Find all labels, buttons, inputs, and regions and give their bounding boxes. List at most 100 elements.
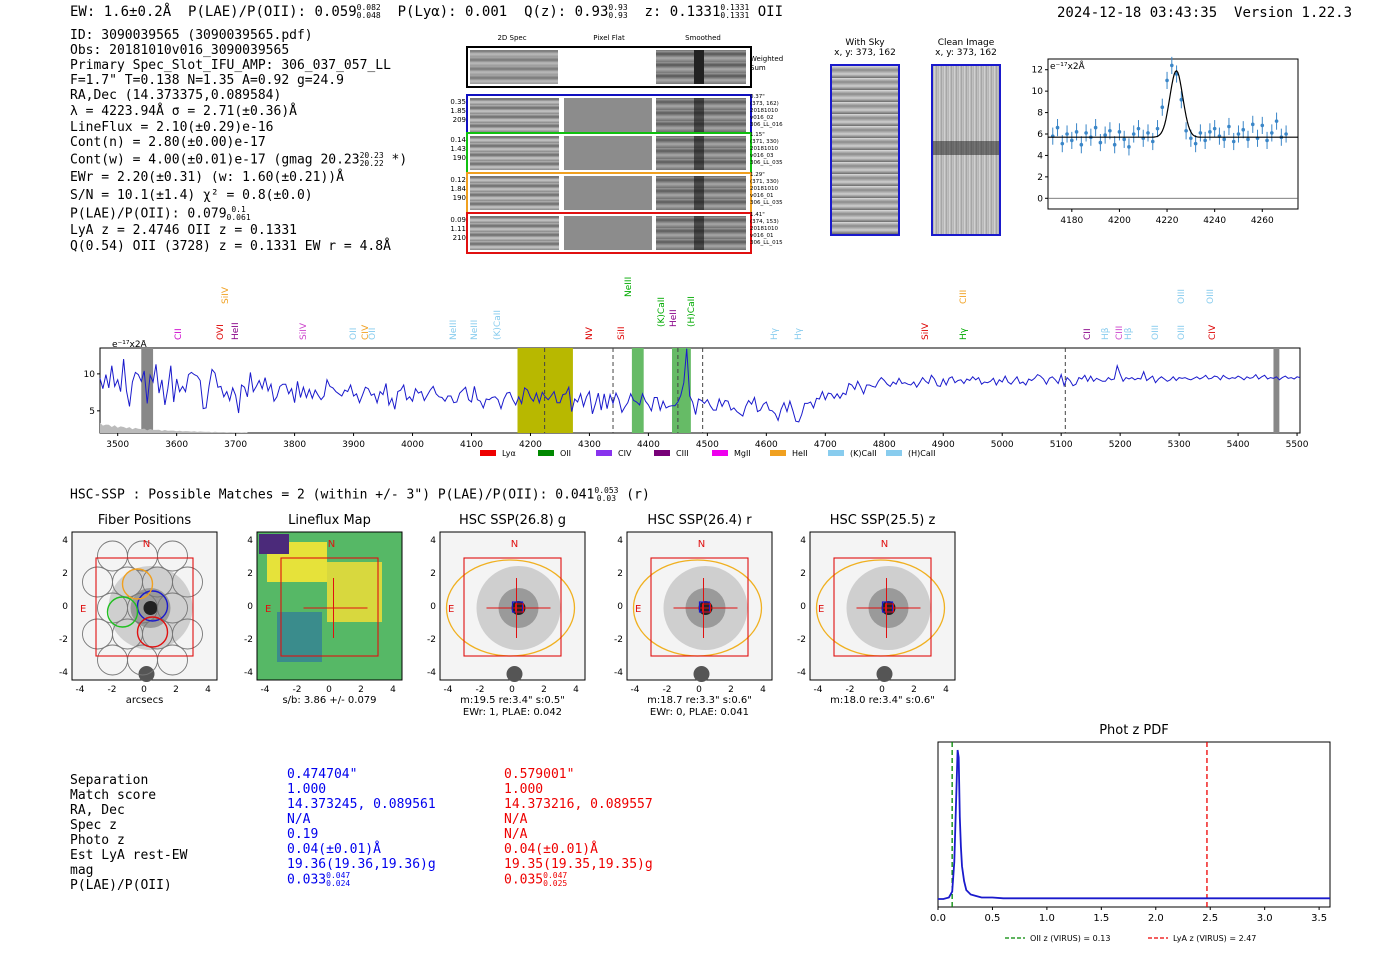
zoom-unit-label: e⁻¹⁷x2Å [1050,60,1086,72]
hsc-panel: N E -4 -4 -2 -2 0 0 2 2 4 4 [59,531,218,695]
zoom-point [1246,137,1250,142]
hsc-xtick-label: 0 [141,685,147,695]
cutout-flat-image [564,216,652,250]
emission-line-label: (K)CaII [657,296,668,327]
hsc-ytick-label: 4 [62,536,68,546]
hsc-xtick-label: 2 [541,685,547,695]
cutout-meta-line: 1.15" [750,132,765,138]
spectrum-xtick-label: 3900 [342,440,365,450]
info-radec: RA,Dec (14.373375,0.089584) [70,88,282,103]
emission-line-label: HeII [230,322,241,340]
hsc-xtick-label: 4 [205,685,211,695]
spectrum-legend-label: Lyα [502,449,516,458]
cutout-2d-image [470,136,559,170]
zoom-frame [1047,58,1299,210]
cutout-meta-line: 306_LL_016 [750,122,783,128]
zoom-xtick-label: 4200 [1108,216,1131,226]
match-label: Photo z [70,833,125,848]
neighbor-source [506,666,523,682]
zoom-point [1241,127,1246,132]
zoom-fit-plot: e⁻¹⁷x2Å 0 2 4 6 8 10 12 4180 4200 4220 4240 4260 [1032,56,1299,226]
cutout-row-value: 0.35 [450,98,466,106]
match-value-text: 0.04(±0.01)Å [504,842,598,857]
hsc-panel: N E -4 -4 -2 -2 0 0 2 2 4 4 [244,531,403,695]
zoom-xtick-label: 4180 [1060,216,1083,226]
clean-image-label: Clean Image [937,38,995,48]
match-value-text: 1.000 [287,782,327,797]
zoom-point [1212,126,1217,131]
fiber-circle [97,644,128,676]
match-value: N/A [287,812,310,827]
cutout-row-values: 0.12 1.84 190 [446,176,466,203]
hsc-ytick-label: -2 [797,635,806,645]
hsc-xtick-label: 0 [326,685,332,695]
hsc-xtick-label: 0 [696,685,702,695]
info-contw: Cont(w) = 4.00(±0.01)e-17 (gmag 20.23 20.… [70,152,407,169]
match-value-text: 14.373245, 0.089561 [287,797,436,812]
cutout-row-box [466,94,752,136]
cutout-row-value: 1.43 [450,145,466,153]
cutout-meta-line: (374, 153) [750,219,779,225]
match-value-text: N/A [287,812,311,827]
with-sky-label: With Sky [845,38,885,48]
ifu-box [95,557,194,657]
photz-curve [938,749,1330,900]
match-value-text: 0.474704" [287,767,358,782]
emission-line-label: Hβ [1100,327,1111,340]
hsc-ytick-label: -2 [427,635,436,645]
hsc-ytick-label: 4 [430,536,436,546]
match-value-text: 14.373216, 0.089557 [504,797,653,812]
zoom-point [1265,138,1269,143]
zoom-point [1222,137,1226,142]
cutout-meta-line: (371, 330) [750,139,779,145]
spectrum-xtick-label: 4000 [401,440,424,450]
info-fwhm: F=1.7" T=0.138 N=1.35 A=0.92 g=24.9 [70,73,344,88]
zoom-point [1060,141,1065,146]
plae-value: 0.059 [314,4,357,20]
hsc-ytick-label: 0 [617,602,623,612]
zoom-point [1146,131,1150,135]
match-value-text: 0.19 [287,827,319,842]
header-line: EW: 1.6±0.2Å P(LAE)/P(OII): 0.059 0.082 0.… [70,4,783,21]
hsc-title-sup: 0.053 [594,486,619,495]
fiber-circle [82,618,113,650]
zoom-point [1270,131,1274,135]
hsc-ytick-label: 2 [62,569,68,579]
compass-e: E [635,604,641,615]
zoom-point [1084,131,1088,135]
compass-n: N [328,539,335,550]
hsc-xtick-label: 4 [760,685,766,695]
zoom-point [1079,142,1084,147]
hsc-ytick-label: 2 [617,569,623,579]
match-value: 19.36(19.36,19.36)g [287,857,436,872]
spectrum-xtick-label: 5200 [1109,440,1132,450]
info-obs: Obs: 20181010v016_3090039565 [70,43,290,58]
z-label: z: [644,4,662,20]
plae-sub: 0.048 [356,11,381,20]
weighted-smooth-image [656,50,746,84]
photz-frame [937,741,1331,908]
emission-line-label: OIII [1177,324,1188,340]
hsc-ytick-label: -4 [427,668,436,678]
ifu-box [280,557,379,657]
hsc-panel-caption1: m:18.7 re:3.3" s:0.6" [647,695,752,706]
match-value: 0.04(±0.01)Å [504,842,598,857]
hsc-ytick-label: 0 [62,602,68,612]
ifu-box [833,557,932,657]
hsc-panel-caption1: s/b: 3.86 +/- 0.079 [282,695,377,706]
cutout-flat-image [564,176,652,210]
sky-residual-fill [100,422,248,433]
hsc-xtick-label: -4 [444,685,453,695]
hsc-panel-title: HSC SSP(26.8) g [458,513,567,528]
hsc-title-sub: 0.03 [596,494,617,503]
hsc-ytick-label: 4 [247,536,253,546]
zoom-point [1103,133,1107,137]
spectrum-highlight-region [631,348,644,433]
hsc-xtick-label: 2 [728,685,734,695]
info-lya: LyA z = 2.4746 OII z = 0.1331 [70,223,297,238]
zoom-point [1165,78,1169,83]
emission-line-label: CIV [1207,324,1218,340]
cutout-row-value: 0.14 [450,136,466,144]
info-q: Q(0.54) OII (3728) z = 0.1331 EW r = 4.8… [70,239,391,254]
fiber-circle [157,540,188,572]
